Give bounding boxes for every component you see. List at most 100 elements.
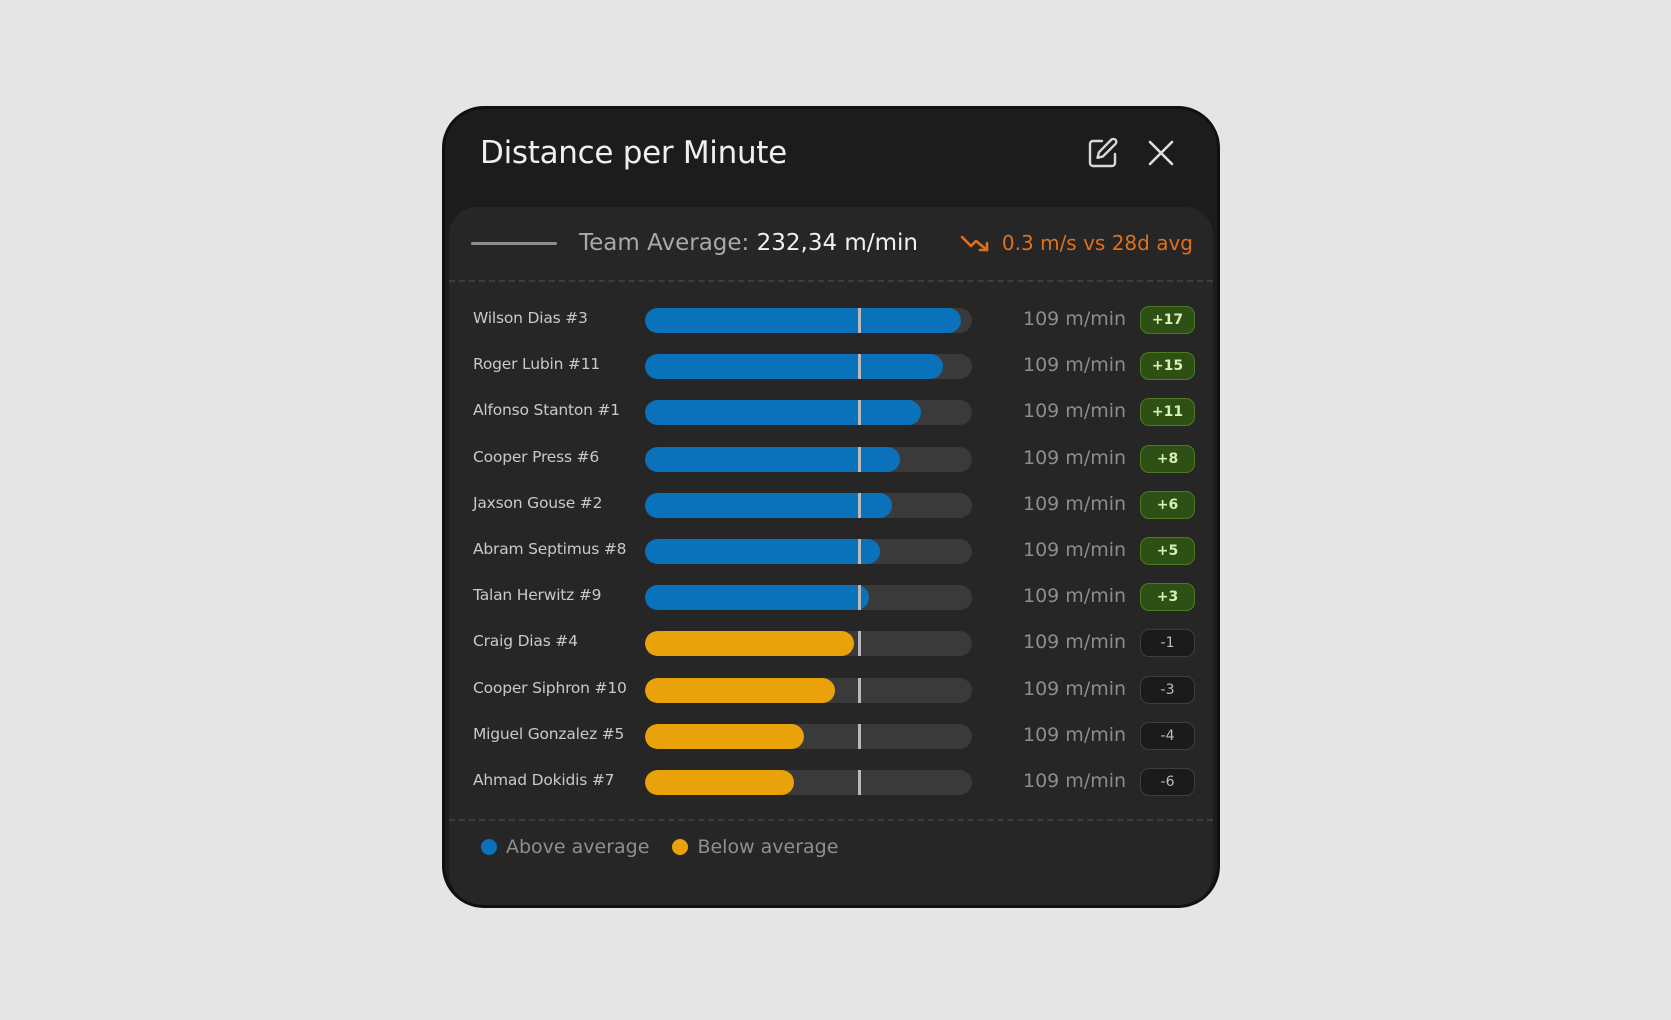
player-name: Roger Lubin #11 [473,355,601,374]
trend-text: 0.3 m/s vs 28d avg [1001,231,1193,255]
player-value: 109 m/min [1023,446,1127,469]
player-value: 109 m/min [1023,308,1127,330]
legend-label: Above average [506,836,650,858]
player-list: Wilson Dias #3 109 m/min +17 Roger Lubin #1… [449,298,1213,806]
delta-badge: +3 [1140,583,1195,612]
close-icon[interactable] [1145,137,1177,169]
bar-fill-below [645,723,804,749]
bar-fill-above [645,446,901,472]
bar-track [645,723,972,749]
delta-badge: +8 [1140,444,1195,473]
legend-item-below: Below average [672,836,838,858]
bar-fill-below [645,677,835,703]
player-row[interactable]: Wilson Dias #3 109 m/min +17 [449,298,1213,344]
trend-indicator: 0.3 m/s vs 28d avg [960,231,1193,255]
bar-fill-above [645,538,881,564]
player-value: 109 m/min [1023,585,1127,608]
bar-track [645,400,972,426]
delta-badge: +15 [1140,352,1195,381]
player-value: 109 m/min [1023,631,1127,654]
card-header: Distance per Minute [445,109,1217,205]
player-name: Alfonso Stanton #1 [473,401,620,420]
distance-per-minute-card: Distance per Minute Team Average: 232,34… [442,106,1220,908]
legend-label: Below average [697,836,839,858]
bar-fill-above [645,492,892,518]
player-value: 109 m/min [1023,400,1127,423]
bar-track [645,446,972,472]
team-average-marker [858,308,862,333]
bar-track [645,585,972,611]
player-row[interactable]: Jaxson Gouse #2 109 m/min +6 [449,483,1213,529]
team-average-marker [858,769,862,795]
card-title: Distance per Minute [480,135,787,171]
trend-down-icon [960,235,989,252]
bar-track [645,308,972,333]
player-name: Cooper Siphron #10 [473,678,627,697]
team-average-marker [858,631,862,657]
team-average-marker [858,677,862,703]
player-row[interactable]: Cooper Siphron #10 109 m/min -3 [449,668,1213,714]
average-line-indicator [471,242,557,245]
bar-track [645,677,972,703]
team-average-value: 232,34 m/min [756,230,918,256]
team-average-row: Team Average: 232,34 m/min 0.3 m/s vs 28… [449,207,1213,282]
delta-badge: +17 [1140,306,1195,334]
bar-fill-above [645,585,869,611]
team-average-marker [858,400,862,426]
divider-top [449,280,1213,282]
legend-item-above: Above average [481,836,649,858]
team-average-marker [858,446,862,472]
delta-badge: +5 [1140,536,1195,565]
team-average-marker [858,585,862,611]
delta-badge: -4 [1140,721,1195,750]
edit-icon[interactable] [1086,136,1120,170]
delta-badge: -6 [1140,767,1195,796]
player-row[interactable]: Roger Lubin #11 109 m/min +15 [449,344,1213,390]
delta-badge: -1 [1140,629,1195,658]
player-value: 109 m/min [1023,769,1127,792]
player-name: Cooper Press #6 [473,447,600,466]
team-average-marker [858,723,862,749]
delta-badge: +11 [1140,398,1195,427]
delta-badge: +6 [1140,490,1195,519]
bar-track [645,631,972,657]
player-row[interactable]: Miguel Gonzalez #5 109 m/min -4 [449,714,1213,760]
team-average-marker [858,492,862,518]
team-average-marker [858,538,862,564]
legend: Above average Below average [481,836,861,858]
player-value: 109 m/min [1023,677,1127,700]
stats-panel: Team Average: 232,34 m/min 0.3 m/s vs 28… [449,207,1213,905]
player-value: 109 m/min [1023,538,1127,561]
player-value: 109 m/min [1023,723,1127,746]
player-name: Talan Herwitz #9 [473,586,602,605]
divider-bottom [449,819,1213,821]
player-name: Jaxson Gouse #2 [473,493,603,512]
player-row[interactable]: Craig Dias #4 109 m/min -1 [449,621,1213,667]
player-name: Abram Septimus #8 [473,539,627,558]
team-average-marker [858,354,862,380]
bar-fill-above [645,308,961,333]
player-value: 109 m/min [1023,492,1127,515]
bar-fill-above [645,354,943,380]
player-row[interactable]: Cooper Press #6 109 m/min +8 [449,437,1213,483]
bar-fill-below [645,631,855,657]
legend-dot-icon [672,839,689,855]
player-value: 109 m/min [1023,354,1127,377]
player-row[interactable]: Abram Septimus #8 109 m/min +5 [449,529,1213,575]
delta-badge: -3 [1140,675,1195,704]
player-name: Ahmad Dokidis #7 [473,770,615,789]
player-name: Wilson Dias #3 [473,309,588,327]
player-name: Craig Dias #4 [473,632,578,651]
player-row[interactable]: Alfonso Stanton #1 109 m/min +11 [449,390,1213,436]
bar-fill-below [645,769,794,795]
player-row[interactable]: Talan Herwitz #9 109 m/min +3 [449,575,1213,621]
player-name: Miguel Gonzalez #5 [473,724,625,743]
player-row[interactable]: Ahmad Dokidis #7 109 m/min -6 [449,760,1213,806]
bar-track [645,538,972,564]
bar-track [645,492,972,518]
bar-track [645,769,972,795]
bar-track [645,354,972,380]
legend-dot-icon [481,839,497,855]
bar-fill-above [645,400,922,426]
team-average-label: Team Average: [579,230,750,256]
